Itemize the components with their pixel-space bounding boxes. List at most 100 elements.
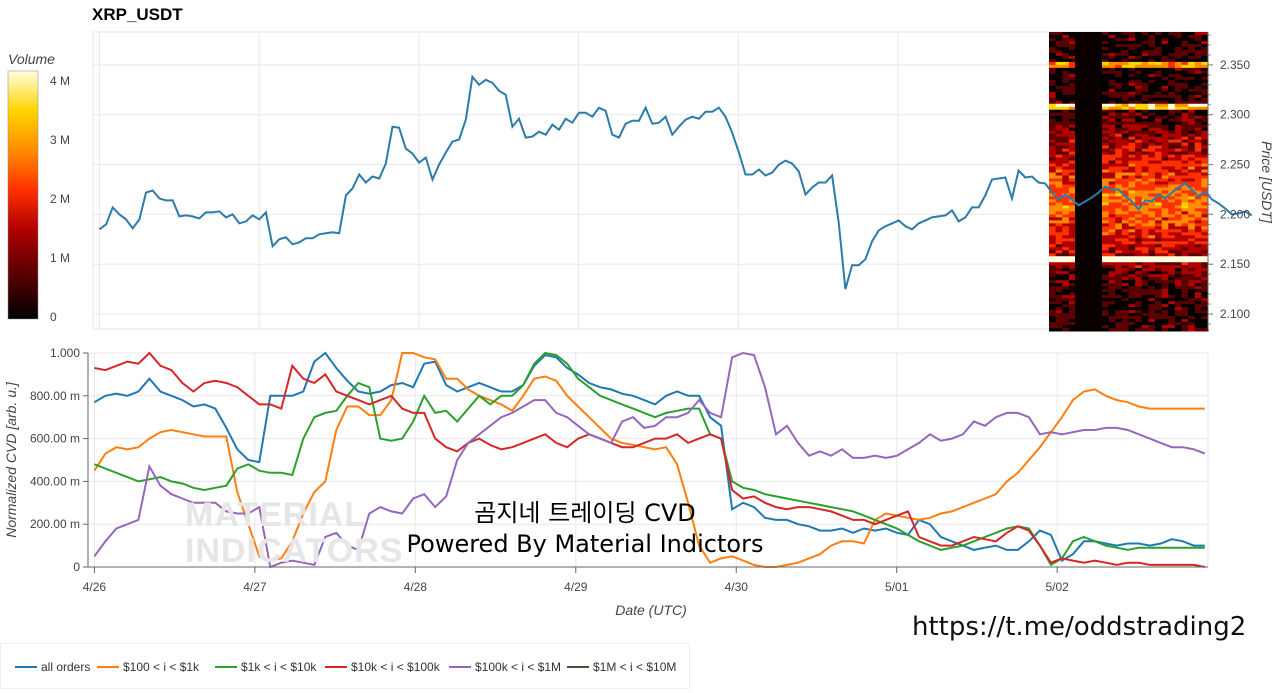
legend-item-label[interactable]: all orders	[41, 660, 90, 674]
legend-item-label[interactable]: $1k < i < $10k	[241, 660, 317, 674]
heatmap-cell	[1135, 100, 1143, 105]
heatmap-cell	[1181, 52, 1189, 57]
heatmap-cell	[1108, 133, 1116, 138]
heatmap-cell	[1194, 241, 1202, 245]
heatmap-cell	[1201, 277, 1209, 281]
heatmap-cell	[1115, 217, 1123, 221]
heatmap-cell	[1068, 175, 1076, 180]
heatmap-cell	[1155, 184, 1163, 188]
heatmap-cell	[1141, 88, 1149, 93]
heatmap-cell	[1168, 262, 1176, 266]
heatmap-cell	[1055, 292, 1063, 296]
heatmap-cell	[1141, 136, 1149, 141]
heatmap-cell	[1068, 73, 1076, 78]
heatmap-cell	[1148, 256, 1156, 260]
heatmap-cell	[1128, 313, 1136, 317]
heatmap-cell	[1161, 241, 1169, 245]
legend-item-label[interactable]: $1M < i < $10M	[593, 660, 676, 674]
heatmap-cell	[1181, 250, 1189, 254]
heatmap-cell	[1055, 268, 1063, 272]
heatmap-cell	[1155, 244, 1163, 248]
heatmap-cell	[1121, 289, 1129, 293]
heatmap-cell	[1055, 73, 1063, 78]
heatmap-cell	[1062, 43, 1070, 48]
heatmap-cell	[1168, 61, 1176, 66]
heatmap-cell	[1128, 79, 1136, 84]
heatmap-cell	[1181, 307, 1189, 311]
heatmap-cell	[1135, 322, 1143, 326]
heatmap-cell	[1115, 118, 1123, 123]
heatmap-cell	[1121, 76, 1129, 81]
heatmap-cell	[1161, 124, 1169, 129]
heatmap-cell	[1201, 280, 1209, 284]
heatmap-cell	[1068, 136, 1076, 141]
heatmap-cell	[1181, 100, 1189, 105]
heatmap-cell	[1055, 316, 1063, 320]
heatmap-cell	[1121, 313, 1129, 317]
heatmap-cell	[1108, 127, 1116, 132]
heatmap-cell	[1148, 106, 1156, 111]
heatmap-cell	[1174, 148, 1182, 153]
heatmap-cell	[1194, 157, 1202, 162]
heatmap-cell	[1135, 205, 1143, 209]
heatmap-cell	[1135, 82, 1143, 87]
heatmap-cell	[1194, 205, 1202, 209]
heatmap-cell	[1115, 322, 1123, 326]
heatmap-cell	[1055, 76, 1063, 81]
heatmap-cell	[1201, 148, 1209, 153]
heatmap-cell	[1141, 106, 1149, 111]
heatmap-cell	[1194, 211, 1202, 215]
legend-item-label[interactable]: $100 < i < $1k	[123, 660, 200, 674]
heatmap-cell	[1062, 226, 1070, 230]
heatmap-cell	[1174, 85, 1182, 90]
heatmap-cell	[1161, 235, 1169, 239]
heatmap-cell	[1188, 196, 1196, 200]
heatmap-cell	[1148, 70, 1156, 75]
heatmap-cell	[1135, 259, 1143, 263]
heatmap-cell	[1148, 250, 1156, 254]
heatmap-cell	[1108, 163, 1116, 168]
heatmap-cell	[1188, 310, 1196, 314]
heatmap-cell	[1148, 316, 1156, 320]
heatmap-cell	[1062, 280, 1070, 284]
heatmap-cell	[1188, 169, 1196, 174]
heatmap-cell	[1062, 313, 1070, 317]
heatmap-cell	[1115, 121, 1123, 126]
heatmap-cell	[1121, 250, 1129, 254]
heatmap-cell	[1148, 178, 1156, 182]
colorbar-tick: 1 M	[50, 251, 70, 265]
heatmap-cell	[1128, 187, 1136, 191]
heatmap-cell	[1135, 301, 1143, 305]
heatmap-cell	[1155, 181, 1163, 185]
heatmap-cell	[1108, 94, 1116, 99]
heatmap-cell	[1055, 289, 1063, 293]
heatmap-cell	[1108, 103, 1116, 108]
heatmap-cell	[1168, 196, 1176, 200]
heatmap-cell	[1188, 40, 1196, 45]
heatmap-cell	[1049, 46, 1057, 51]
heatmap-cell	[1128, 61, 1136, 66]
heatmap-cell	[1115, 202, 1123, 206]
heatmap-cell	[1201, 175, 1209, 180]
heatmap-cell	[1161, 52, 1169, 57]
heatmap-cell	[1102, 196, 1110, 200]
heatmap-cell	[1135, 295, 1143, 299]
orderbook-heatmap	[1049, 32, 1209, 332]
heatmap-cell	[1115, 32, 1123, 36]
heatmap-cell	[1174, 139, 1182, 144]
heatmap-cell	[1155, 238, 1163, 242]
heatmap-cell	[1148, 94, 1156, 99]
heatmap-cell	[1068, 262, 1076, 266]
legend-item-label[interactable]: $100k < i < $1M	[475, 660, 561, 674]
heatmap-cell	[1062, 187, 1070, 191]
heatmap-cell	[1121, 130, 1129, 135]
heatmap-cell	[1155, 70, 1163, 75]
heatmap-cell	[1115, 175, 1123, 180]
legend-item-label[interactable]: $10k < i < $100k	[351, 660, 441, 674]
heatmap-cell	[1188, 160, 1196, 165]
cvd-tick-label: 600.00 m	[30, 432, 80, 446]
heatmap-cell	[1194, 82, 1202, 87]
heatmap-cell	[1155, 115, 1163, 120]
heatmap-cell	[1194, 91, 1202, 96]
heatmap-cell	[1141, 232, 1149, 236]
